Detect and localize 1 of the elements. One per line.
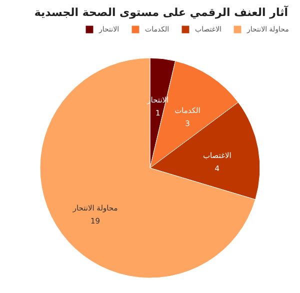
chart-title: آثار العنف الرقمي على مستوى الصحة الجسدية: [34, 5, 288, 19]
